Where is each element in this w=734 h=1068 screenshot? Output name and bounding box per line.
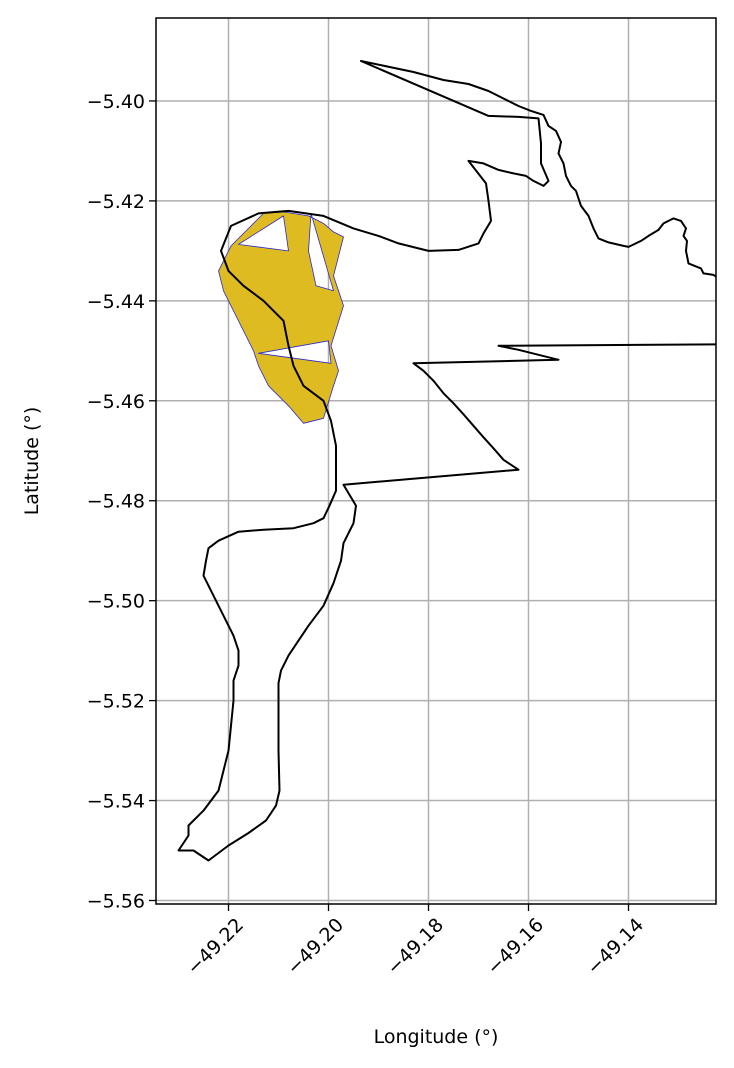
y-axis-ticks: −5.40 −5.42 −5.44 −5.46 −5.48 −5.50 −5.52 −5.54… xyxy=(87,91,156,913)
x-tick-label: −49.20 xyxy=(283,914,348,979)
x-tick-label: −49.22 xyxy=(183,914,248,979)
x-axis-ticks: −49.22 −49.20 −49.18 −49.16 −49.14 xyxy=(183,904,648,979)
y-tick-label: −5.54 xyxy=(87,791,145,813)
x-tick-label: −49.18 xyxy=(383,914,448,979)
x-tick-label: −49.16 xyxy=(483,914,548,979)
grid-lines xyxy=(156,18,716,904)
y-tick-label: −5.40 xyxy=(87,91,145,113)
y-tick-label: −5.52 xyxy=(87,691,145,713)
x-axis-label: Longitude (°) xyxy=(374,1026,499,1048)
municipality-outline xyxy=(177,60,716,862)
y-axis-label: Latitude (°) xyxy=(21,407,43,516)
y-tick-label: −5.56 xyxy=(87,891,145,913)
x-tick-label: −49.14 xyxy=(583,914,648,979)
y-tick-label: −5.44 xyxy=(87,291,145,313)
y-tick-label: −5.46 xyxy=(87,391,145,413)
y-tick-label: −5.42 xyxy=(87,191,145,213)
y-tick-label: −5.50 xyxy=(87,591,145,613)
plot-frame xyxy=(155,17,717,905)
y-tick-label: −5.48 xyxy=(87,491,145,513)
